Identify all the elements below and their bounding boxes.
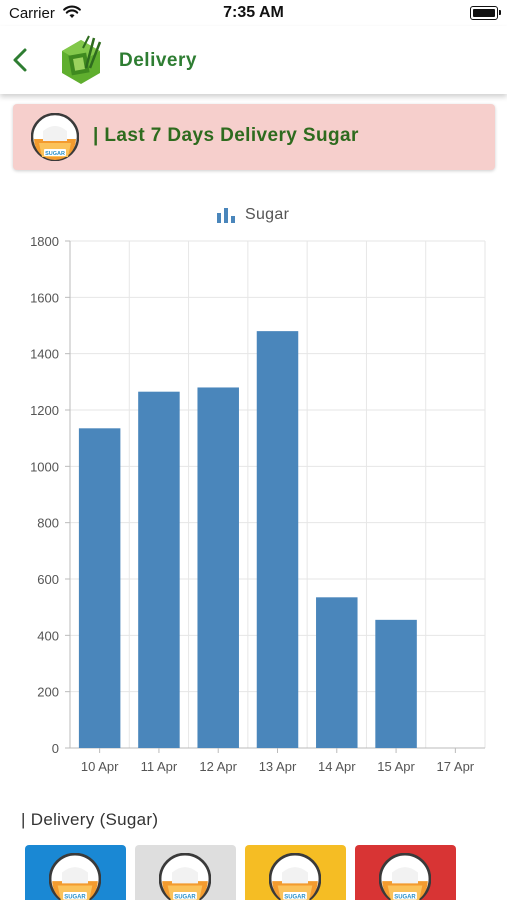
y-tick-label: 1000 bbox=[30, 459, 59, 474]
chart-canvas: 0 200 400 600 800 1000 1200 1400 1600 1800 10 Apr 1… bbox=[30, 234, 486, 774]
status-bar: Carrier 7:35 AM bbox=[0, 0, 507, 26]
x-tick-label: 12 Apr bbox=[199, 759, 237, 774]
section-title: | Delivery (Sugar) bbox=[21, 810, 159, 829]
legend-series-name: Sugar bbox=[245, 206, 290, 223]
chart-legend[interactable]: Sugar bbox=[0, 204, 507, 226]
delivery-bar-chart: 0 200 400 600 800 1000 1200 1400 1600 1800 10 Apr 1… bbox=[0, 195, 507, 790]
product-card-1[interactable]: SUGAR bbox=[25, 845, 126, 900]
icon-sugar-label: SUGAR bbox=[45, 151, 65, 157]
product-card-4[interactable]: SUGAR bbox=[355, 845, 456, 900]
bar-11-apr[interactable] bbox=[138, 391, 180, 748]
back-chevron-icon[interactable] bbox=[8, 44, 34, 76]
icon-sugar-label: SUGAR bbox=[284, 895, 306, 900]
x-tick-label: 17 Apr bbox=[437, 759, 475, 774]
y-tick-label: 0 bbox=[52, 741, 59, 756]
banner-title: | Last 7 Days Delivery Sugar bbox=[93, 125, 359, 146]
sugar-bag-icon: SUGAR bbox=[158, 852, 212, 900]
x-tick-label: 14 Apr bbox=[318, 759, 356, 774]
x-tick-label: 11 Apr bbox=[141, 759, 178, 774]
icon-sugar-label: SUGAR bbox=[394, 895, 416, 900]
wifi-icon bbox=[63, 5, 81, 24]
clock: 7:35 AM bbox=[223, 4, 284, 21]
summary-banner: SUGAR | Last 7 Days Delivery Sugar bbox=[13, 104, 495, 170]
sugar-bag-icon: SUGAR bbox=[378, 852, 432, 900]
y-tick-label: 1400 bbox=[30, 347, 59, 362]
product-card-3[interactable]: SUGAR bbox=[245, 845, 346, 900]
carrier-label: Carrier bbox=[9, 5, 55, 22]
y-tick-label: 400 bbox=[37, 628, 59, 643]
app-logo-icon bbox=[56, 34, 106, 86]
icon-sugar-label: SUGAR bbox=[174, 895, 196, 900]
y-tick-label: 600 bbox=[37, 572, 59, 587]
nav-bar: Delivery bbox=[0, 26, 507, 94]
y-tick-label: 1800 bbox=[30, 234, 59, 249]
battery-icon bbox=[470, 6, 501, 20]
x-tick-label: 13 Apr bbox=[259, 759, 297, 774]
x-tick-label: 15 Apr bbox=[377, 759, 415, 774]
y-tick-label: 200 bbox=[37, 685, 59, 700]
sugar-bag-icon: SUGAR bbox=[48, 852, 102, 900]
bar-10-apr[interactable] bbox=[78, 428, 121, 748]
product-card-2[interactable]: SUGAR bbox=[135, 845, 236, 900]
y-tick-label: 1200 bbox=[30, 403, 59, 418]
sugar-bag-icon: SUGAR bbox=[30, 112, 80, 166]
bar-13-apr[interactable] bbox=[256, 331, 299, 748]
y-tick-label: 800 bbox=[37, 516, 59, 531]
bar-14-apr[interactable] bbox=[316, 597, 358, 748]
bar-12-apr[interactable] bbox=[197, 387, 239, 748]
y-tick-label: 1600 bbox=[30, 290, 59, 305]
x-tick-label: 10 Apr bbox=[81, 759, 119, 774]
product-cards: SUGAR SUGAR SUGAR bbox=[0, 845, 507, 900]
icon-sugar-label: SUGAR bbox=[64, 895, 86, 900]
bar-chart-icon bbox=[216, 207, 236, 228]
sugar-bag-icon: SUGAR bbox=[268, 852, 322, 900]
page-title: Delivery bbox=[119, 50, 197, 71]
bar-15-apr[interactable] bbox=[375, 619, 417, 748]
